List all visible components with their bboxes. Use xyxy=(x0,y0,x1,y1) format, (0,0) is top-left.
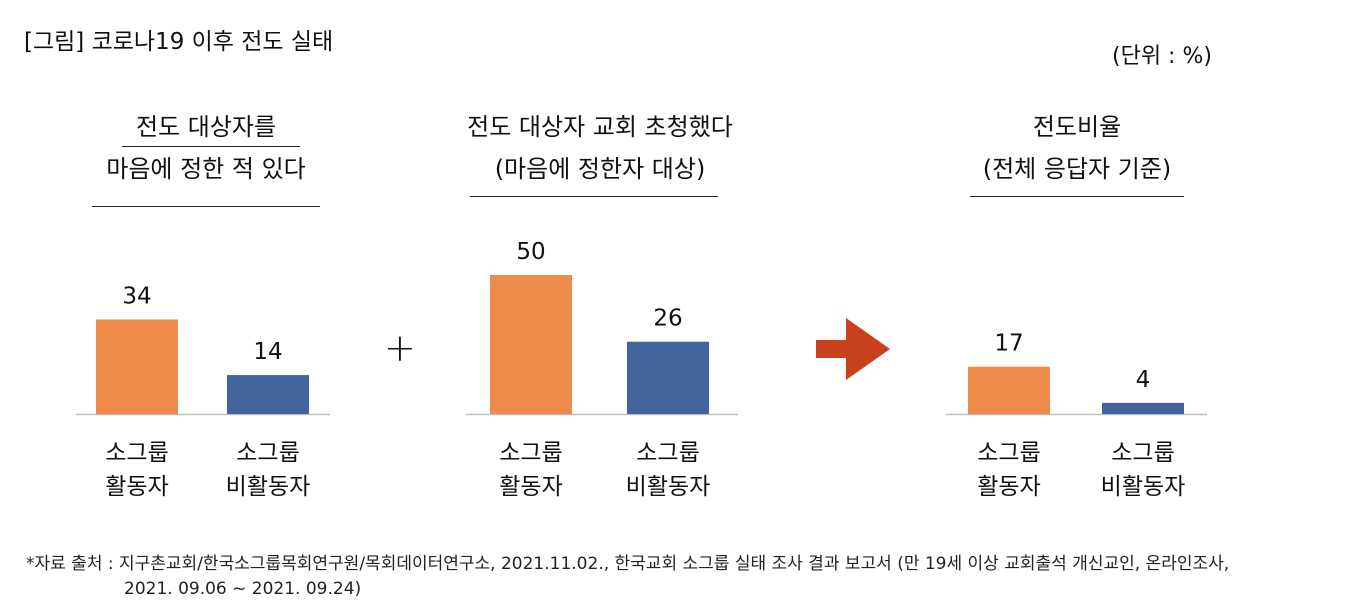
source-note-line-1: *자료 출처 : 지구촌교회/한국소그룹목회연구원/목회데이터연구소, 2021… xyxy=(26,554,1230,574)
chart-1-category-label-1-line-2: 활동자 xyxy=(105,474,168,500)
chart-1-bar-2 xyxy=(227,375,309,414)
panel-3-title-underline xyxy=(970,196,1184,197)
panel-3-title: 전도비율 (전체 응답자 기준) xyxy=(946,106,1208,190)
chart-2-category-label-1-line-1: 소그룹 xyxy=(499,440,562,466)
chart-3-category-label-1-line-1: 소그룹 xyxy=(977,440,1040,466)
chart-3-bar-1 xyxy=(968,366,1050,414)
panel-2-title-underline xyxy=(470,196,718,197)
panel-2-title-line-1: 전도 대상자 교회 초청했다 xyxy=(467,113,733,141)
source-note-line-2: 2021. 09.06 ~ 2021. 09.24) xyxy=(124,579,362,599)
chart-1-value-label-1: 34 xyxy=(122,283,151,309)
chart-1-value-label-2: 14 xyxy=(253,339,282,365)
panel-1-title-line-2: 마음에 정한 적 있다 xyxy=(106,155,306,183)
chart-1-category-label-1-line-1: 소그룹 xyxy=(105,440,168,466)
chart-3-value-label-2: 4 xyxy=(1136,367,1151,393)
unit-label: (단위 : %) xyxy=(1112,44,1212,69)
chart-2-category-label-1-line-2: 활동자 xyxy=(499,474,562,500)
panel-2-title-line-2: (마음에 정한자 대상) xyxy=(494,155,706,183)
chart-3-category-label-2-line-2: 비활동자 xyxy=(1101,474,1186,500)
panel-1-title: 전도 대상자를 마음에 정한 적 있다 xyxy=(88,106,324,190)
chart-2-value-label-1: 50 xyxy=(516,239,545,265)
chart-2-category-label-2-line-1: 소그룹 xyxy=(636,440,699,466)
chart-3-bar-2 xyxy=(1102,402,1184,414)
panel-3-title-line-1: 전도비율 xyxy=(1032,113,1122,141)
chart-3-category-label-1-line-2: 활동자 xyxy=(977,474,1040,500)
chart-1-bar-1 xyxy=(96,319,178,414)
panel-1-title-underline-2 xyxy=(92,206,320,207)
panel-1-title-line-1: 전도 대상자를 xyxy=(135,113,277,141)
chart-3-value-label-1: 17 xyxy=(994,331,1023,357)
chart-2-bar-2 xyxy=(627,341,709,414)
plus-sign: + xyxy=(384,326,416,370)
chart-2-value-label-2: 26 xyxy=(653,306,682,332)
figure-title: [그림] 코로나19 이후 전도 실태 xyxy=(24,29,334,55)
chart-1-category-label-2-line-1: 소그룹 xyxy=(236,440,299,466)
chart-3-category-label-2-line-1: 소그룹 xyxy=(1111,440,1174,466)
panel-1-title-underline-1 xyxy=(122,146,300,147)
panel-3-title-line-2: (전체 응답자 기준) xyxy=(982,155,1172,183)
chart-2-category-label-2-line-2: 비활동자 xyxy=(626,474,711,500)
arrow-right-icon xyxy=(816,318,890,380)
chart-1-category-label-2-line-2: 비활동자 xyxy=(226,474,311,500)
panel-2-title: 전도 대상자 교회 초청했다 (마음에 정한자 대상) xyxy=(430,106,770,190)
chart-2-bar-1 xyxy=(490,275,572,414)
